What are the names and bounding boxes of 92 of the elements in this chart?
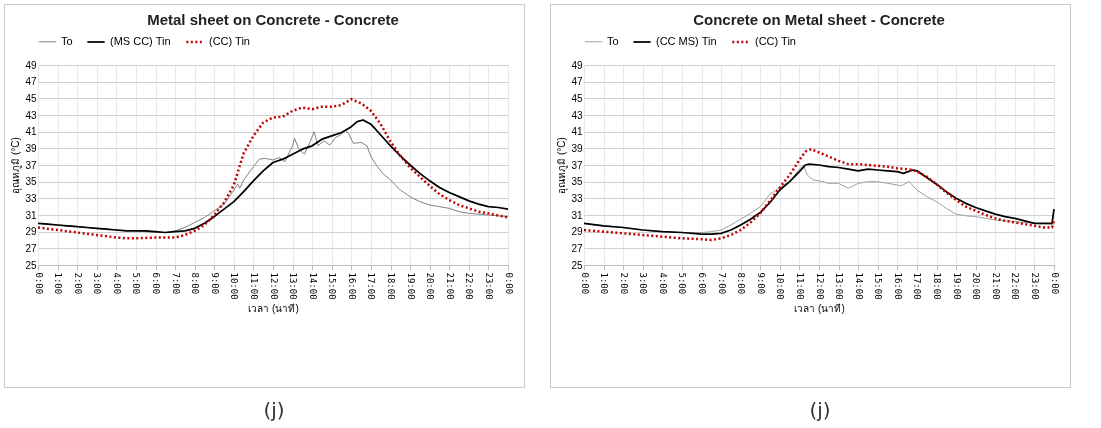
x-tick-label: 2:00 bbox=[618, 272, 629, 295]
x-tick-label: 5:00 bbox=[131, 272, 142, 295]
x-tick-label: 13:00 bbox=[834, 272, 845, 300]
x-tick-label: 10:00 bbox=[775, 272, 786, 300]
x-tick-label: 3:00 bbox=[638, 272, 649, 295]
x-tick-label: 6:00 bbox=[151, 272, 161, 295]
x-tick-label: 4:00 bbox=[111, 272, 122, 295]
y-tick-label: 39 bbox=[25, 142, 37, 154]
x-tick-label: 21:00 bbox=[990, 272, 1001, 300]
x-tick-label: 10:00 bbox=[229, 272, 240, 300]
line-series bbox=[582, 147, 1056, 242]
x-tick-label: 20:00 bbox=[971, 272, 982, 300]
y-tick-label: 47 bbox=[25, 76, 37, 88]
y-tick-label: 41 bbox=[25, 126, 37, 138]
x-tick-label: 9:00 bbox=[209, 272, 220, 295]
y-axis-title: อุณหภูมิ (°C) bbox=[10, 137, 23, 194]
y-tick-label: 37 bbox=[25, 159, 37, 171]
x-tick-label: 14:00 bbox=[307, 272, 318, 300]
y-tick-label: 41 bbox=[571, 126, 583, 138]
x-tick-label: 8:00 bbox=[190, 272, 201, 295]
x-tick-label: 23:00 bbox=[1029, 272, 1040, 300]
x-tick-label: 22:00 bbox=[1010, 272, 1021, 300]
y-tick-label: 25 bbox=[571, 259, 583, 271]
y-tick-label: 45 bbox=[571, 92, 583, 104]
x-tick-label: 1:00 bbox=[599, 272, 610, 295]
x-tick-label: 22:00 bbox=[464, 272, 475, 300]
chart-title: Metal sheet on Concrete - Concrete bbox=[147, 11, 399, 28]
x-tick-label: 9:00 bbox=[755, 272, 766, 295]
x-tick-label: 19:00 bbox=[405, 272, 416, 300]
y-tick-label: 33 bbox=[25, 192, 37, 204]
x-tick-label: 17:00 bbox=[366, 272, 377, 300]
x-tick-label: 12:00 bbox=[814, 272, 825, 300]
y-tick-label: 39 bbox=[571, 142, 583, 154]
text: (j) bbox=[808, 398, 832, 422]
legend-label: (MS CC) Tin bbox=[110, 35, 171, 47]
y-tick-label: 25 bbox=[25, 259, 37, 271]
x-tick-label: 14:00 bbox=[853, 272, 864, 300]
text: (j) bbox=[262, 398, 286, 422]
x-tick-label: 0:00 bbox=[579, 272, 590, 295]
y-tick-label: 35 bbox=[571, 176, 583, 188]
y-tick-label: 31 bbox=[25, 209, 37, 221]
x-tick-label: 2:00 bbox=[72, 272, 83, 295]
legend-label: To bbox=[61, 34, 73, 47]
y-axis-title: อุณหภูมิ (°C) bbox=[556, 137, 569, 194]
y-tick-label: 43 bbox=[25, 109, 37, 121]
x-tick-label: 11:00 bbox=[248, 272, 259, 300]
x-axis-title: เวลา (นาที) bbox=[248, 302, 299, 314]
y-tick-label: 27 bbox=[25, 242, 37, 254]
x-tick-label: 0:00 bbox=[1049, 272, 1060, 295]
x-tick-label: 12:00 bbox=[268, 272, 279, 300]
x-tick-label: 20:00 bbox=[425, 272, 436, 300]
x-tick-label: 3:00 bbox=[92, 272, 103, 295]
legend-label: (CC) Tin bbox=[209, 35, 250, 47]
line-series bbox=[36, 97, 510, 240]
x-tick-label: 1:00 bbox=[53, 272, 64, 295]
x-tick-label: 21:00 bbox=[444, 272, 455, 300]
y-tick-label: 33 bbox=[571, 192, 583, 204]
x-tick-label: 19:00 bbox=[951, 272, 962, 300]
x-axis-title: เวลา (นาที) bbox=[794, 302, 845, 314]
x-tick-label: 16:00 bbox=[892, 272, 903, 300]
x-tick-label: 17:00 bbox=[912, 272, 923, 300]
y-tick-label: 45 bbox=[25, 92, 37, 104]
x-tick-label: 13:00 bbox=[288, 272, 299, 300]
chart-title: Concrete on Metal sheet - Concrete bbox=[693, 11, 945, 28]
y-tick-label: 29 bbox=[571, 226, 583, 238]
y-tick-label: 35 bbox=[25, 176, 37, 188]
x-tick-label: 18:00 bbox=[932, 272, 942, 300]
y-tick-label: 47 bbox=[571, 76, 583, 88]
x-tick-label: 7:00 bbox=[170, 272, 181, 295]
x-tick-label: 15:00 bbox=[873, 272, 884, 300]
x-tick-label: 5:00 bbox=[677, 272, 688, 295]
x-tick-label: 0:00 bbox=[503, 272, 514, 295]
y-tick-label: 27 bbox=[571, 242, 583, 254]
y-tick-label: 31 bbox=[571, 209, 583, 221]
y-tick-label: 49 bbox=[25, 59, 37, 71]
x-tick-label: 11:00 bbox=[794, 272, 805, 300]
x-tick-label: 0:00 bbox=[33, 272, 44, 295]
legend-label: (CC) Tin bbox=[755, 35, 796, 47]
x-tick-label: 18:00 bbox=[386, 272, 396, 300]
legend-label: (CC MS) Tin bbox=[656, 35, 717, 47]
x-tick-label: 6:00 bbox=[697, 272, 707, 295]
x-tick-label: 8:00 bbox=[736, 272, 747, 295]
x-tick-label: 23:00 bbox=[483, 272, 494, 300]
y-tick-label: 37 bbox=[571, 159, 583, 171]
x-tick-label: 15:00 bbox=[327, 272, 338, 300]
y-tick-label: 29 bbox=[25, 226, 37, 238]
y-tick-label: 43 bbox=[571, 109, 583, 121]
x-tick-label: 4:00 bbox=[657, 272, 668, 295]
x-tick-label: 7:00 bbox=[716, 272, 727, 295]
y-tick-label: 49 bbox=[571, 59, 583, 71]
legend-label: To bbox=[607, 34, 619, 47]
x-tick-label: 16:00 bbox=[346, 272, 357, 300]
